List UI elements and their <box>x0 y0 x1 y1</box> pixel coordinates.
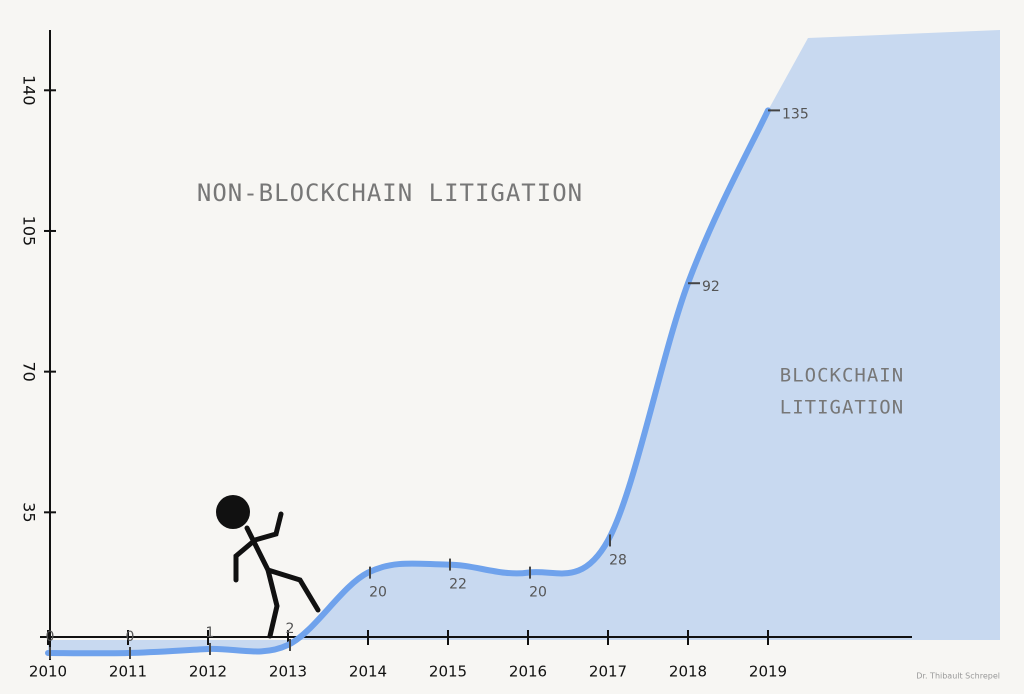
x-tick-label: 2017 <box>589 663 627 681</box>
value-label: 2 <box>286 621 295 637</box>
annotation: LITIGATION <box>780 397 904 419</box>
value-label: 20 <box>369 585 387 601</box>
y-tick-label: 105 <box>20 216 39 247</box>
x-tick-label: 2015 <box>429 663 467 681</box>
value-label: 28 <box>609 552 627 568</box>
x-tick-label: 2019 <box>749 663 787 681</box>
value-label: 20 <box>529 585 547 601</box>
value-label: 22 <box>449 577 467 593</box>
x-tick-label: 2013 <box>269 663 307 681</box>
series-line <box>45 107 771 657</box>
value-label: 0 <box>46 629 55 645</box>
value-label: 135 <box>782 106 809 122</box>
x-tick-label: 2011 <box>109 663 147 681</box>
value-label: 92 <box>702 279 720 295</box>
y-tick-label: 70 <box>20 361 39 381</box>
value-label: 1 <box>206 625 215 641</box>
y-tick-label: 140 <box>20 75 39 106</box>
stick-figure <box>216 495 321 639</box>
y-tick-label: 35 <box>20 502 39 522</box>
x-tick-label: 2018 <box>669 663 707 681</box>
credit: Dr. Thibault Schrepel <box>916 672 1000 681</box>
x-tick-label: 2012 <box>189 663 227 681</box>
area-fill <box>48 30 1000 654</box>
annotation: NON-BLOCKCHAIN LITIGATION <box>197 179 583 207</box>
value-label: 0 <box>126 629 135 645</box>
annotation: BLOCKCHAIN <box>780 365 904 387</box>
x-tick-label: 2016 <box>509 663 547 681</box>
x-tick-label: 2014 <box>349 663 387 681</box>
x-tick-label: 2010 <box>29 663 67 681</box>
